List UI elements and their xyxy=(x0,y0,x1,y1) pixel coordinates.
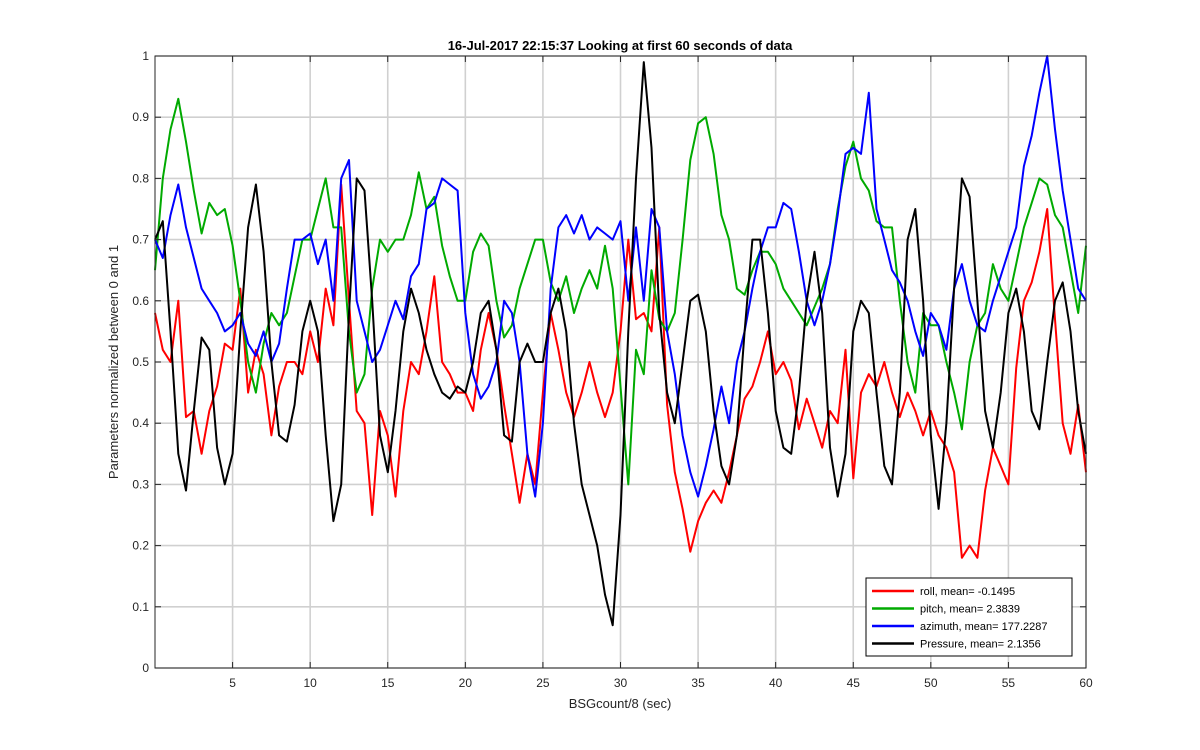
x-tick-label: 5 xyxy=(229,676,236,690)
tick-labels: 5 10 15 20 25 30 35 40 45 50 55 60 0 0.1 0.2 0.3 0.4 0.5 0… xyxy=(132,49,1093,690)
x-tick-label: 35 xyxy=(691,676,705,690)
y-tick-label: 0 xyxy=(142,661,149,675)
x-tick-label: 15 xyxy=(381,676,395,690)
x-axis-label: BSGcount/8 (sec) xyxy=(569,696,672,711)
x-tick-label: 10 xyxy=(303,676,317,690)
y-tick-label: 0.1 xyxy=(132,600,149,614)
y-tick-label: 1 xyxy=(142,49,149,63)
series-line-3 xyxy=(154,55,1087,498)
y-tick-label: 0.8 xyxy=(132,171,149,185)
x-tick-label: 50 xyxy=(924,676,938,690)
y-tick-label: 0.9 xyxy=(132,110,149,124)
y-tick-label: 0.2 xyxy=(132,539,149,553)
x-tick-label: 30 xyxy=(614,676,628,690)
x-tick-label: 25 xyxy=(536,676,550,690)
legend-entry: Pressure, mean= 2.1356 xyxy=(920,639,1041,651)
legend-entry: azimuth, mean= 177.2287 xyxy=(920,621,1048,633)
legend-entry: pitch, mean= 2.3839 xyxy=(920,604,1020,616)
chart-title: 16-Jul-2017 22:15:37 Looking at first 60… xyxy=(448,38,793,53)
y-tick-label: 0.6 xyxy=(132,294,149,308)
x-tick-label: 60 xyxy=(1079,676,1093,690)
y-tick-label: 0.3 xyxy=(132,477,149,491)
x-tick-label: 55 xyxy=(1002,676,1016,690)
x-tick-label: 20 xyxy=(459,676,473,690)
x-tick-label: 40 xyxy=(769,676,783,690)
x-tick-label: 45 xyxy=(847,676,861,690)
series-line-1 xyxy=(154,183,1087,559)
y-tick-label: 0.5 xyxy=(132,355,149,369)
series-layer xyxy=(154,55,1087,627)
y-tick-label: 0.7 xyxy=(132,233,149,247)
legend-entry: roll, mean= -0.1495 xyxy=(920,586,1015,598)
legend: roll, mean= -0.1495 pitch, mean= 2.3839 az… xyxy=(865,577,1073,657)
y-tick-label: 0.4 xyxy=(132,416,149,430)
series-line-2 xyxy=(154,97,1087,486)
y-axis-label: Parameters normalized between 0 and 1 xyxy=(106,245,121,479)
series-line-4 xyxy=(154,61,1087,627)
